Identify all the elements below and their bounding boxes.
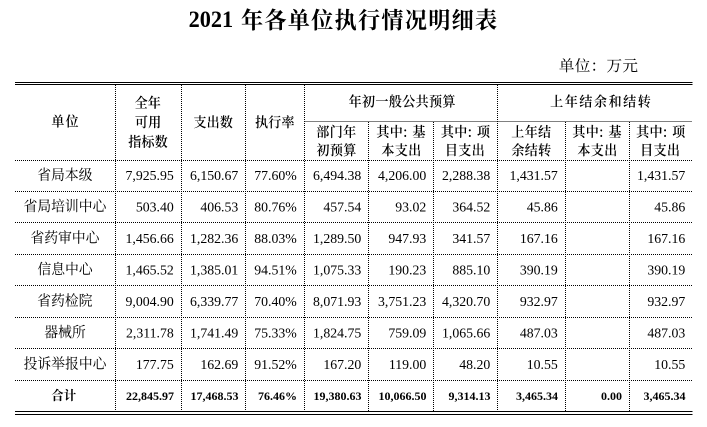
- svg-text:9,314.13: 9,314.13: [449, 389, 491, 403]
- svg-text:45.86: 45.86: [527, 199, 558, 214]
- svg-text:487.03: 487.03: [520, 325, 558, 340]
- svg-text:1,741.49: 1,741.49: [190, 325, 238, 340]
- svg-text:503.40: 503.40: [136, 199, 174, 214]
- svg-text:75.33%: 75.33%: [254, 325, 297, 340]
- svg-text:93.02: 93.02: [395, 199, 426, 214]
- svg-text:190.23: 190.23: [388, 262, 426, 277]
- svg-text:3,465.34: 3,465.34: [516, 389, 558, 403]
- svg-text:88.03%: 88.03%: [254, 231, 297, 246]
- svg-text:1,824.75: 1,824.75: [313, 325, 361, 340]
- svg-text:17,468.53: 17,468.53: [191, 389, 239, 403]
- svg-text:80.76%: 80.76%: [254, 199, 297, 214]
- svg-text:6,339.77: 6,339.77: [190, 294, 238, 309]
- svg-text:48.20: 48.20: [459, 357, 490, 372]
- svg-text:70.40%: 70.40%: [254, 294, 297, 309]
- svg-text:167.16: 167.16: [647, 231, 685, 246]
- svg-text:4,206.00: 4,206.00: [378, 168, 426, 183]
- svg-text:94.51%: 94.51%: [254, 262, 297, 277]
- svg-text:932.97: 932.97: [520, 294, 558, 309]
- svg-text:167.16: 167.16: [520, 231, 558, 246]
- svg-text:1,289.50: 1,289.50: [313, 231, 361, 246]
- svg-text:177.75: 177.75: [136, 357, 174, 372]
- svg-text:3,465.34: 3,465.34: [644, 389, 686, 403]
- svg-text:77.60%: 77.60%: [254, 168, 297, 183]
- svg-text:947.93: 947.93: [388, 231, 426, 246]
- svg-text:1,431.57: 1,431.57: [510, 168, 558, 183]
- svg-text:7,925.95: 7,925.95: [126, 168, 174, 183]
- svg-text:364.52: 364.52: [452, 199, 490, 214]
- svg-text:932.97: 932.97: [647, 294, 685, 309]
- svg-text:406.53: 406.53: [200, 199, 238, 214]
- svg-text:9,004.90: 9,004.90: [126, 294, 174, 309]
- svg-text:390.19: 390.19: [520, 262, 558, 277]
- svg-text:167.20: 167.20: [323, 357, 361, 372]
- svg-text:1,385.01: 1,385.01: [190, 262, 238, 277]
- svg-text:6,494.38: 6,494.38: [313, 168, 361, 183]
- svg-text:22,845.97: 22,845.97: [126, 389, 174, 403]
- svg-text:10.55: 10.55: [654, 357, 685, 372]
- svg-text:487.03: 487.03: [647, 325, 685, 340]
- svg-text:4,320.70: 4,320.70: [442, 294, 490, 309]
- svg-text:19,380.63: 19,380.63: [314, 389, 362, 403]
- svg-text:2,288.38: 2,288.38: [442, 168, 490, 183]
- svg-text:8,071.93: 8,071.93: [313, 294, 361, 309]
- svg-text:390.19: 390.19: [647, 262, 685, 277]
- svg-text:1,075.33: 1,075.33: [313, 262, 361, 277]
- svg-text:1,065.66: 1,065.66: [442, 325, 490, 340]
- svg-text:341.57: 341.57: [452, 231, 490, 246]
- svg-text:1,465.52: 1,465.52: [126, 262, 174, 277]
- svg-text:10.55: 10.55: [527, 357, 558, 372]
- svg-text:91.52%: 91.52%: [254, 357, 297, 372]
- svg-text:759.09: 759.09: [388, 325, 426, 340]
- svg-text:1,456.66: 1,456.66: [126, 231, 174, 246]
- svg-text:45.86: 45.86: [654, 199, 685, 214]
- svg-text:0.00: 0.00: [601, 389, 622, 403]
- svg-text:885.10: 885.10: [452, 262, 490, 277]
- svg-text:6,150.67: 6,150.67: [190, 168, 238, 183]
- svg-text:2,311.78: 2,311.78: [126, 325, 174, 340]
- svg-text:10,066.50: 10,066.50: [379, 389, 427, 403]
- svg-text:1,282.36: 1,282.36: [190, 231, 238, 246]
- svg-text:457.54: 457.54: [323, 199, 361, 214]
- svg-text:3,751.23: 3,751.23: [378, 294, 426, 309]
- svg-text:76.46%: 76.46%: [258, 389, 297, 403]
- svg-text:2021: 2021: [189, 7, 234, 32]
- svg-text:119.00: 119.00: [389, 357, 427, 372]
- svg-text:1,431.57: 1,431.57: [637, 168, 685, 183]
- svg-text:162.69: 162.69: [200, 357, 238, 372]
